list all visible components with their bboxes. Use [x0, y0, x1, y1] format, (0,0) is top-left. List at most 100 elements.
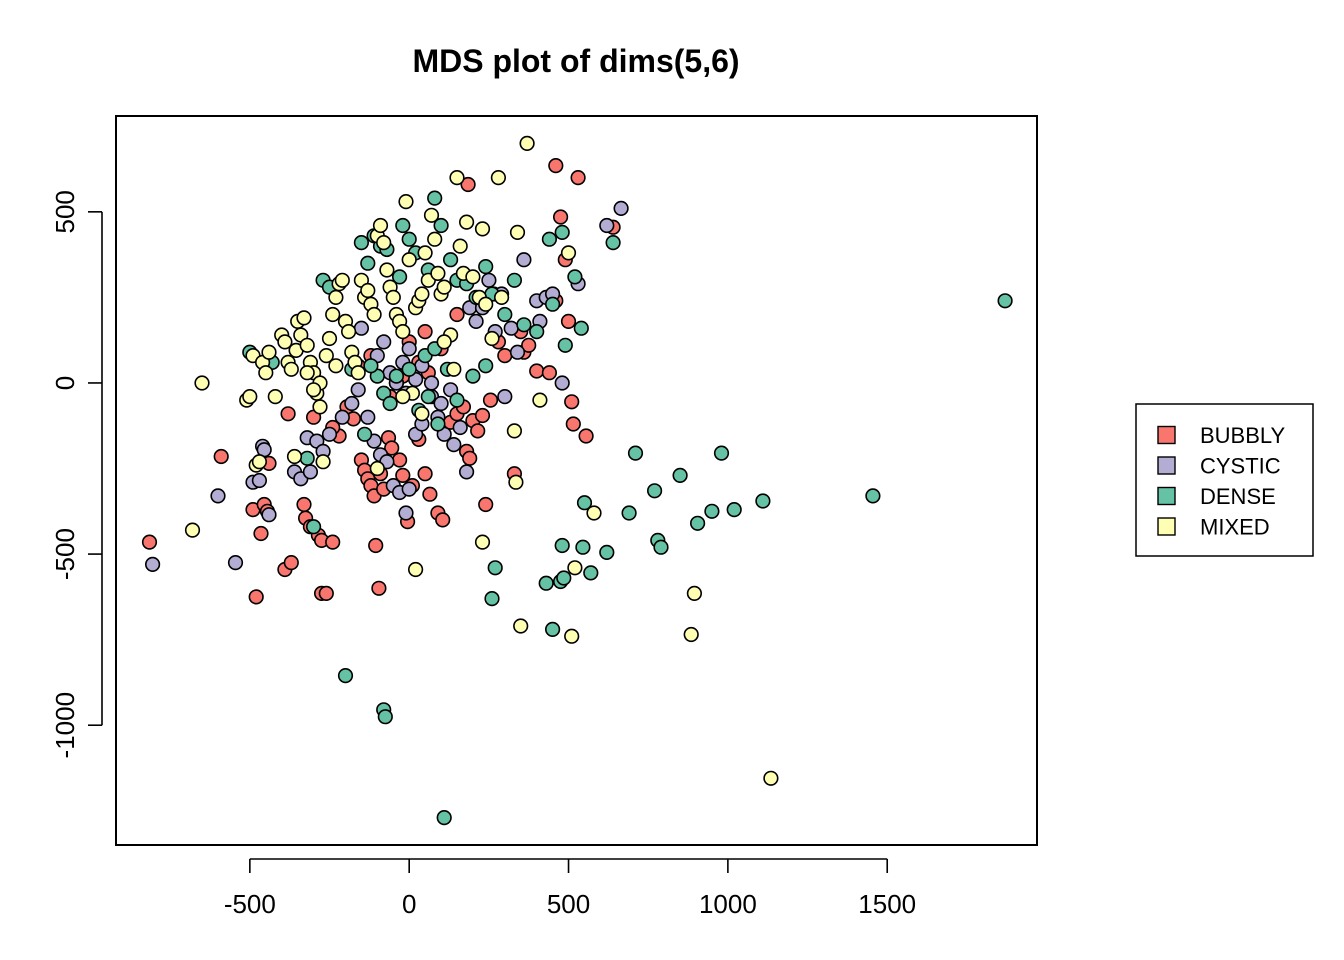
point-dense [567, 269, 583, 285]
point-cystic [302, 464, 319, 480]
point-mixed [251, 454, 267, 470]
point-cystic [344, 395, 360, 412]
point-dense [672, 467, 688, 484]
point-dense [388, 368, 405, 384]
point-mixed [763, 770, 779, 786]
point-dense [554, 537, 570, 554]
point-dense [506, 272, 523, 288]
point-dense [363, 358, 379, 374]
point-mixed [385, 289, 401, 306]
point-mixed [318, 348, 334, 364]
point-dense [726, 502, 742, 518]
point-dense [556, 570, 572, 586]
point-cystic [398, 505, 414, 521]
point-mixed [321, 330, 338, 347]
point-mixed [261, 344, 277, 360]
point-mixed [395, 324, 411, 340]
point-dense [401, 231, 417, 247]
point-dense [395, 217, 411, 234]
point-cystic [353, 320, 370, 336]
point-cystic [251, 472, 267, 489]
point-mixed [509, 224, 526, 240]
point-bubbly [253, 525, 269, 542]
point-mixed [686, 585, 703, 602]
x-tick-label: 1500 [858, 889, 916, 919]
point-dense [360, 255, 376, 271]
point-bubbly [384, 440, 400, 456]
point-mixed [449, 170, 465, 186]
point-bubbly [482, 392, 499, 408]
point-bubbly [371, 580, 387, 596]
y-tick-label: 0 [50, 376, 80, 390]
point-bubbly [521, 337, 537, 353]
point-bubbly [368, 537, 384, 554]
point-mixed [414, 406, 430, 422]
point-mixed [334, 272, 350, 288]
point-mixed [436, 279, 452, 295]
point-dense [487, 560, 503, 576]
point-mixed [299, 365, 315, 381]
point-bubbly [325, 534, 341, 550]
point-dense [646, 483, 663, 499]
point-cystic [227, 554, 244, 571]
point-mixed [414, 286, 430, 302]
point-dense [430, 416, 446, 432]
point-mixed [369, 460, 385, 477]
point-bubbly [570, 170, 586, 186]
point-mixed [325, 306, 341, 323]
point-mixed [417, 245, 433, 261]
point-mixed [446, 361, 462, 377]
point-dense [583, 565, 599, 581]
point-mixed [286, 448, 303, 465]
point-mixed [372, 217, 389, 234]
legend-swatch-dense [1157, 486, 1176, 506]
point-bubbly [435, 512, 451, 528]
point-mixed [560, 245, 577, 261]
point-cystic [210, 488, 226, 504]
point-mixed [427, 231, 443, 247]
point-dense [573, 320, 589, 336]
point-dense [529, 324, 545, 340]
point-dense [465, 368, 481, 384]
point-dense [538, 575, 554, 591]
point-mixed [328, 358, 344, 374]
point-mixed [490, 170, 507, 186]
point-dense [865, 488, 881, 504]
point-bubbly [141, 534, 158, 550]
point-bubbly [460, 176, 476, 193]
point-cystic [459, 464, 475, 480]
legend: BUBBLY CYSTIC DENSE MIXED [1135, 403, 1314, 557]
points-layer [141, 135, 1013, 826]
point-bubbly [529, 363, 545, 379]
point-mixed [430, 265, 446, 282]
point-bubbly [474, 407, 491, 424]
point-mixed [459, 214, 475, 230]
point-cystic [497, 389, 513, 405]
point-bubbly [213, 448, 229, 465]
point-bubbly [497, 348, 513, 364]
point-cystic [516, 252, 532, 268]
point-dense [557, 337, 573, 353]
point-dense [357, 426, 373, 442]
point-dense [554, 224, 570, 240]
point-mixed [283, 361, 299, 377]
point-cystic [401, 481, 417, 497]
point-mixed [474, 534, 491, 550]
point-cystic [554, 375, 570, 391]
point-mixed [296, 310, 312, 326]
point-mixed [395, 389, 411, 405]
point-cystic [481, 272, 497, 288]
point-mixed [360, 282, 376, 299]
point-bubbly [578, 428, 594, 444]
point-cystic [503, 320, 519, 336]
point-mixed [315, 454, 331, 470]
point-dense [516, 317, 532, 333]
y-tick-label: -500 [50, 528, 80, 580]
point-mixed [328, 289, 344, 306]
point-bubbly [541, 365, 558, 381]
legend-swatch-cystic [1157, 456, 1176, 475]
point-cystic [468, 313, 484, 330]
point-dense [605, 235, 621, 251]
point-bubbly [318, 585, 334, 602]
y-axis: 500 0 -500 -1000 [50, 190, 103, 758]
